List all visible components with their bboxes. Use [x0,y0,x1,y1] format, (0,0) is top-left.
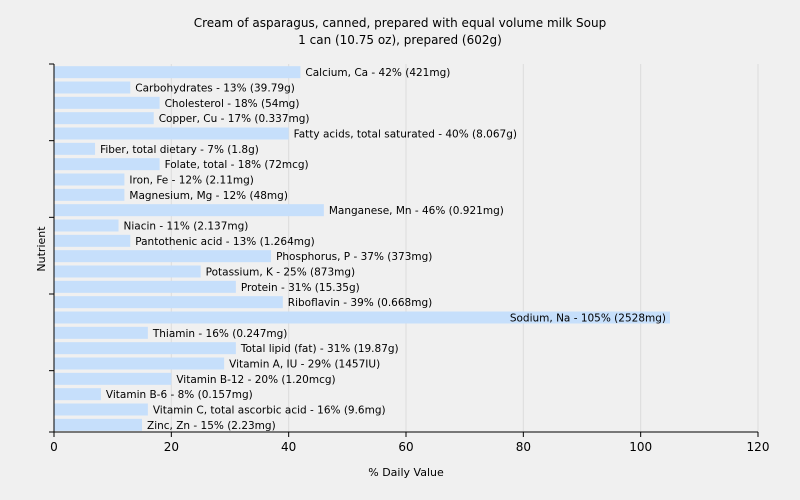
x-tick-label: 80 [516,440,531,454]
bar [54,173,125,186]
bar [54,265,201,278]
bar [54,142,96,155]
bar [54,66,301,79]
x-tick-label: 40 [281,440,296,454]
bar-label: Total lipid (fat) - 31% (19.87g) [240,343,399,355]
bar-label: Fatty acids, total saturated - 40% (8.06… [294,129,517,141]
bar-label: Vitamin C, total ascorbic acid - 16% (9.… [153,405,386,417]
x-tick-label: 100 [629,440,652,454]
bar [54,204,324,217]
bar [54,81,131,94]
bar [54,357,225,370]
bar [54,326,148,339]
chart-subtitle: 1 can (10.75 oz), prepared (602g) [298,33,502,47]
bar [54,296,283,309]
bar-label: Copper, Cu - 17% (0.337mg) [159,113,310,125]
bar-label: Thiamin - 16% (0.247mg) [152,328,288,340]
bar-label: Riboflavin - 39% (0.668mg) [288,297,432,309]
bar [54,418,142,431]
bar-label: Carbohydrates - 13% (39.79g) [135,83,295,95]
bar [54,403,148,416]
gridlines [170,64,759,432]
bar-label: Protein - 31% (15.35g) [241,282,360,294]
x-tick-label: 60 [398,440,413,454]
x-axis-title: % Daily Value [368,466,444,479]
bar [54,388,101,401]
bar [54,96,160,109]
y-axis-title: Nutrient [35,226,48,272]
bar-label: Calcium, Ca - 42% (421mg) [305,67,450,79]
bar-label: Vitamin A, IU - 29% (1457IU) [229,359,380,371]
x-tick-label: 20 [164,440,179,454]
bar-label: Manganese, Mn - 46% (0.921mg) [329,205,504,217]
bar-series: Calcium, Ca - 42% (421mg) Carbohydrates -… [54,66,670,432]
bar [54,219,119,232]
bar [54,158,160,171]
chart-title: Cream of asparagus, canned, prepared wit… [194,16,607,30]
x-tick-label: 0 [50,440,58,454]
bar-label: Cholesterol - 18% (54mg) [165,98,300,110]
bar [54,372,172,385]
bar-label: Vitamin B-6 - 8% (0.157mg) [106,389,253,401]
bar [54,234,131,247]
bar-label: Magnesium, Mg - 12% (48mg) [129,190,288,202]
bar-label: Fiber, total dietary - 7% (1.8g) [100,144,259,156]
bar [54,311,670,324]
bar-label: Phosphorus, P - 37% (373mg) [276,251,432,263]
bar [54,342,236,355]
bar [54,280,236,293]
bar [54,188,125,201]
bar [54,250,272,263]
bar-label: Folate, total - 18% (72mcg) [165,159,309,171]
axes: 0 20 40 60 80 100 120 [49,63,770,454]
x-tick-label: 120 [747,440,770,454]
bar-label: Zinc, Zn - 15% (2.23mg) [147,420,276,432]
bar-label: Iron, Fe - 12% (2.11mg) [129,175,253,187]
bar [54,112,154,125]
bar [54,127,289,140]
bar-label: Niacin - 11% (2.137mg) [124,221,249,233]
bar-label: Potassium, K - 25% (873mg) [206,267,356,279]
bar-label: Sodium, Na - 105% (2528mg) [510,313,666,325]
bar-label: Vitamin B-12 - 20% (1.20mcg) [176,374,335,386]
bar-label: Pantothenic acid - 13% (1.264mg) [135,236,314,248]
